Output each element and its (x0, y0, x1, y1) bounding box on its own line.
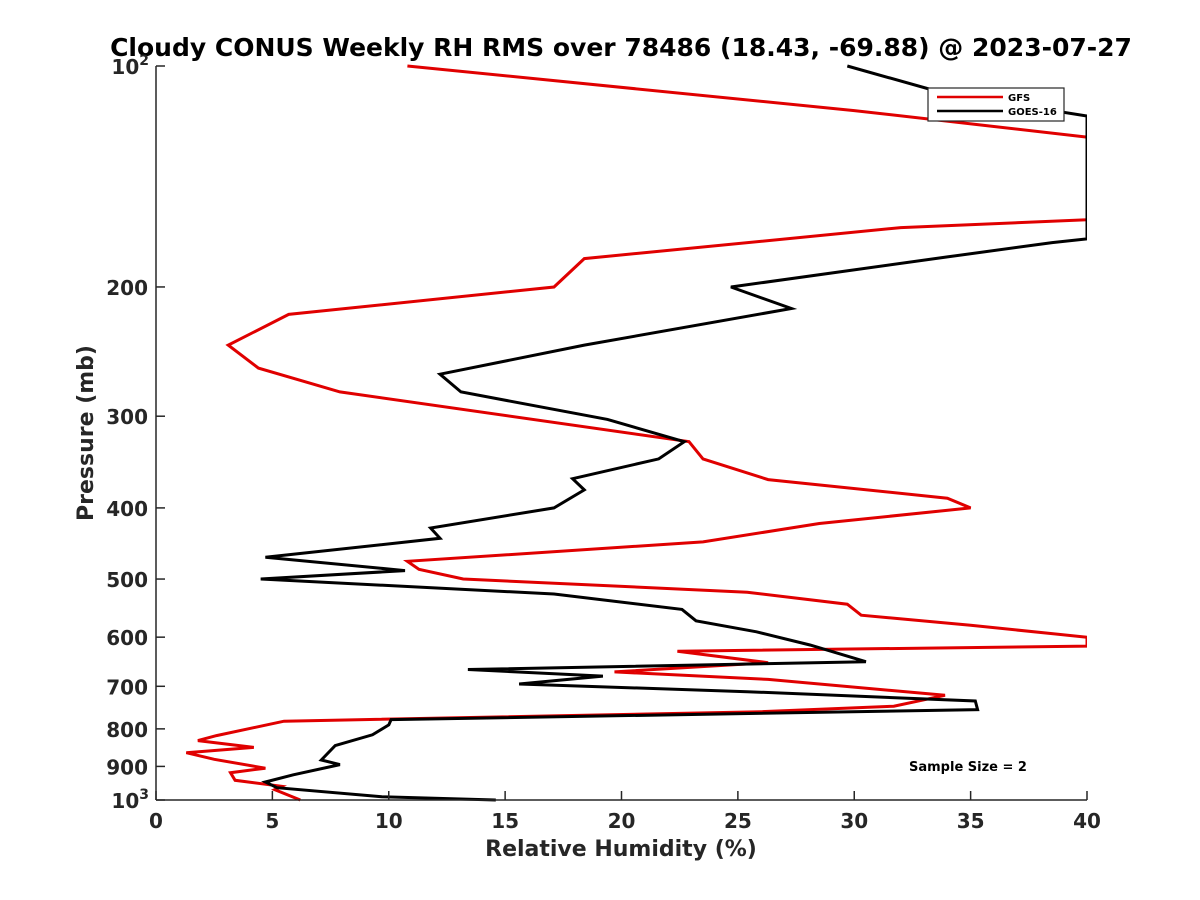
y-tick-label: 300 (106, 405, 148, 429)
y-tick-label: 700 (106, 675, 148, 699)
y-tick-label: 600 (106, 626, 148, 650)
legend: GFS GOES-16 (927, 87, 1065, 122)
x-tick-label: 35 (957, 809, 985, 833)
x-tick-label: 30 (840, 809, 868, 833)
x-tick-label: 25 (724, 809, 752, 833)
x-tick-label: 0 (149, 809, 163, 833)
x-tick-label: 40 (1073, 809, 1101, 833)
series-line-gfs (185, 64, 1087, 802)
legend-label-goes16: GOES-16 (1008, 107, 1057, 118)
x-axis-label: Relative Humidity (%) (485, 837, 757, 862)
y-tick-label: 103 (111, 787, 149, 813)
x-tick-label: 10 (375, 809, 403, 833)
y-tick-label: 900 (106, 755, 148, 779)
x-tick-label: 15 (491, 809, 519, 833)
legend-box (927, 87, 1065, 122)
x-tick-label: 20 (608, 809, 636, 833)
y-tick-label: 400 (106, 497, 148, 521)
y-tick-label: 800 (106, 718, 148, 742)
chart-title: Cloudy CONUS Weekly RH RMS over 78486 (1… (110, 33, 1132, 62)
y-tick-label: 200 (106, 276, 148, 300)
series-line-goes16 (260, 64, 1087, 802)
y-axis-label: Pressure (mb) (74, 345, 99, 521)
y-tick-label: 500 (106, 568, 148, 592)
y-tick-label: 102 (111, 53, 149, 79)
x-tick-label: 5 (265, 809, 279, 833)
legend-label-gfs: GFS (1008, 93, 1030, 104)
sample-size-annotation: Sample Size = 2 (909, 760, 1027, 775)
